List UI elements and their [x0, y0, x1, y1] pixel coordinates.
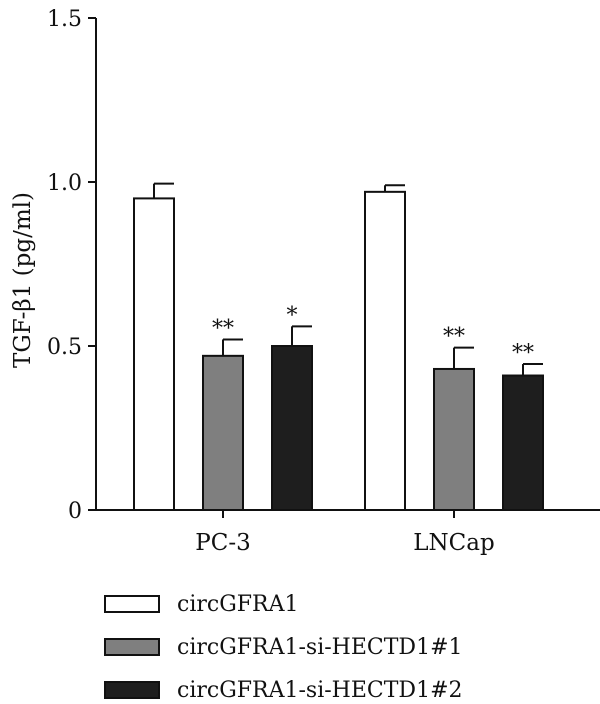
y-tick-label: 0.5: [47, 335, 82, 360]
legend: circGFRA1 circGFRA1-si-HECTD1#1 circGFRA1-…: [104, 592, 463, 703]
bar: [364, 190, 406, 511]
significance-label: *: [287, 303, 298, 328]
x-tick-label: PC-3: [195, 530, 250, 556]
legend-swatch: [104, 595, 160, 613]
y-tick-label: 0: [68, 499, 82, 524]
significance-label: **: [443, 325, 465, 350]
y-tick-label: 1.0: [47, 171, 82, 196]
legend-label: circGFRA1: [177, 592, 298, 617]
y-axis: 0 0.5 1.0 1.5: [47, 7, 97, 524]
bar: [202, 354, 244, 511]
y-axis-title: TGF-β1 (pg/ml): [10, 192, 36, 368]
legend-swatch: [104, 681, 160, 699]
bar: [502, 374, 544, 511]
x-axis: PC-3 LNCap: [96, 509, 600, 556]
significance-label: **: [212, 316, 234, 341]
significance-label: **: [512, 341, 534, 366]
bars: *******: [133, 182, 544, 511]
legend-label: circGFRA1-si-HECTD1#2: [177, 678, 463, 703]
x-tick-label: LNCap: [413, 530, 494, 556]
legend-label: circGFRA1-si-HECTD1#1: [177, 635, 463, 660]
y-tick-label: 1.5: [47, 7, 82, 32]
legend-swatch: [104, 638, 160, 656]
bar: [433, 367, 475, 511]
bar: [271, 345, 313, 511]
bar: [133, 197, 175, 511]
